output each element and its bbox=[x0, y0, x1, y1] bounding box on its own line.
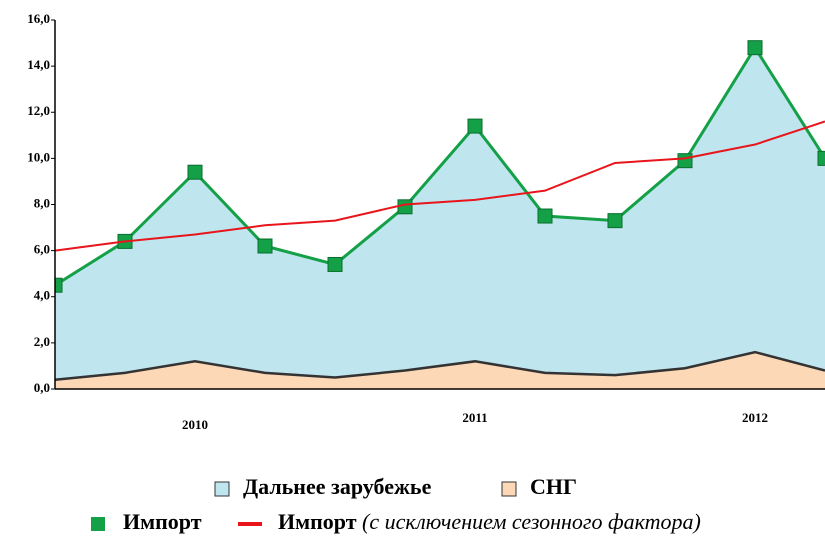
y-tick-label: 8,0 bbox=[34, 195, 50, 210]
plot-area bbox=[55, 40, 825, 389]
legend-label: Импорт bbox=[123, 509, 202, 534]
area-edge bbox=[55, 350, 825, 382]
y-tick-label: 14,0 bbox=[27, 57, 50, 72]
marker bbox=[467, 118, 483, 134]
y-tick-label: 10,0 bbox=[27, 149, 50, 164]
marker bbox=[747, 40, 763, 56]
legend-label: Импорт (с исключением сезонного фактора) bbox=[278, 509, 701, 534]
y-tick-label: 4,0 bbox=[34, 288, 50, 303]
x-tick-label: 2011 bbox=[462, 410, 487, 425]
legend-swatch bbox=[501, 481, 517, 497]
x-tick-label: 2012 bbox=[742, 410, 768, 425]
y-tick-label: 0,0 bbox=[34, 380, 50, 395]
y-tick-label: 16,0 bbox=[27, 11, 50, 26]
trend-line bbox=[55, 120, 825, 252]
marker bbox=[537, 208, 553, 224]
y-tick-label: 6,0 bbox=[34, 242, 50, 257]
marker bbox=[257, 238, 273, 254]
marker bbox=[607, 213, 623, 229]
area bbox=[55, 352, 825, 389]
y-tick-label: 12,0 bbox=[27, 103, 50, 118]
area bbox=[55, 47, 825, 380]
marker bbox=[187, 164, 203, 180]
marker bbox=[817, 150, 825, 166]
y-tick-label: 2,0 bbox=[34, 334, 50, 349]
series-line bbox=[55, 44, 825, 287]
x-tick-label: 2010 bbox=[182, 417, 208, 432]
legend-swatch bbox=[214, 481, 230, 497]
marker bbox=[327, 256, 343, 272]
legend-label: Дальнее зарубежье bbox=[243, 474, 432, 499]
legend-label: СНГ bbox=[530, 474, 577, 499]
legend-swatch bbox=[91, 517, 105, 531]
marker bbox=[55, 277, 63, 293]
marker bbox=[397, 199, 413, 215]
marker bbox=[677, 153, 693, 169]
